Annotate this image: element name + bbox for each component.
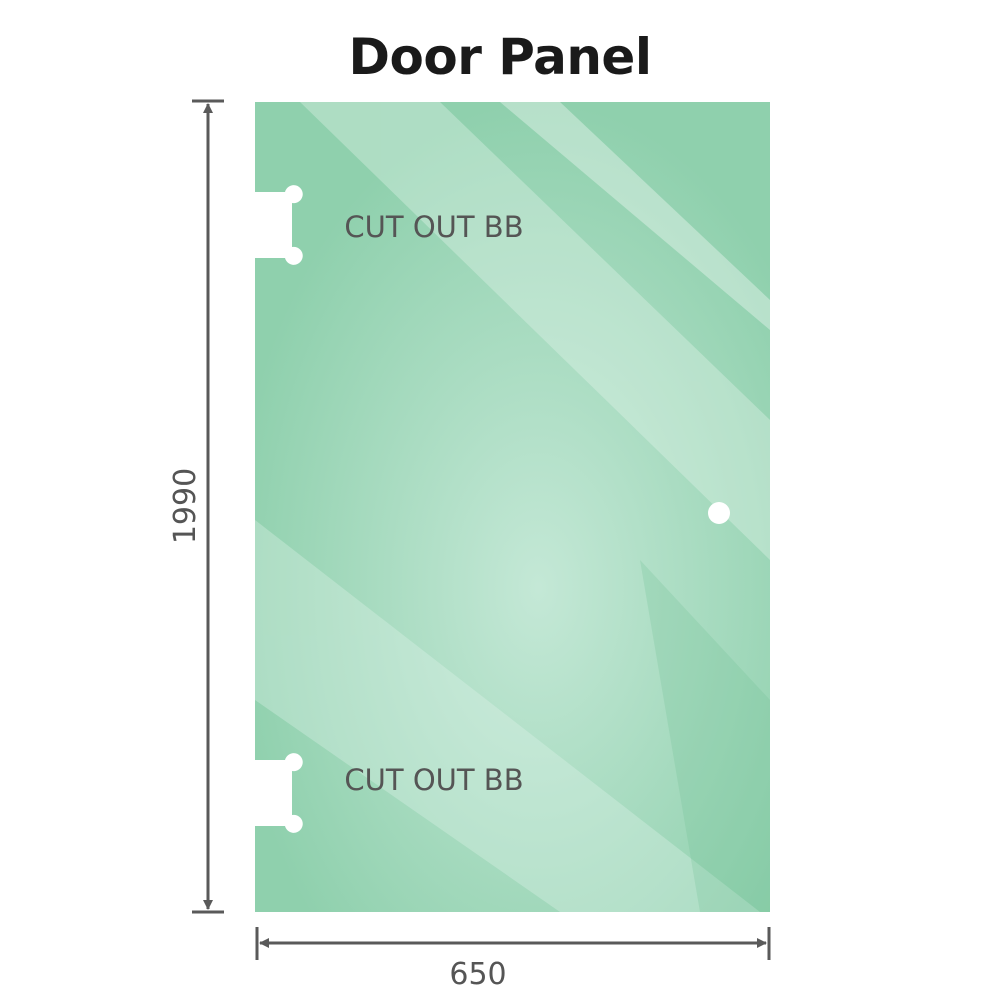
cutout-top: [250, 185, 303, 265]
handle-hole: [708, 502, 730, 524]
width-label: 650: [449, 957, 506, 992]
height-dimension: [192, 99, 224, 914]
diagram-title: Door Panel: [348, 28, 652, 86]
cutout-bottom: [250, 753, 303, 833]
height-label: 1990: [168, 468, 203, 544]
width-dimension: [255, 927, 771, 960]
cutout-label-bottom: CUT OUT BB: [344, 763, 523, 797]
glass-panel: [255, 102, 770, 912]
cutout-label-top: CUT OUT BB: [344, 210, 523, 244]
